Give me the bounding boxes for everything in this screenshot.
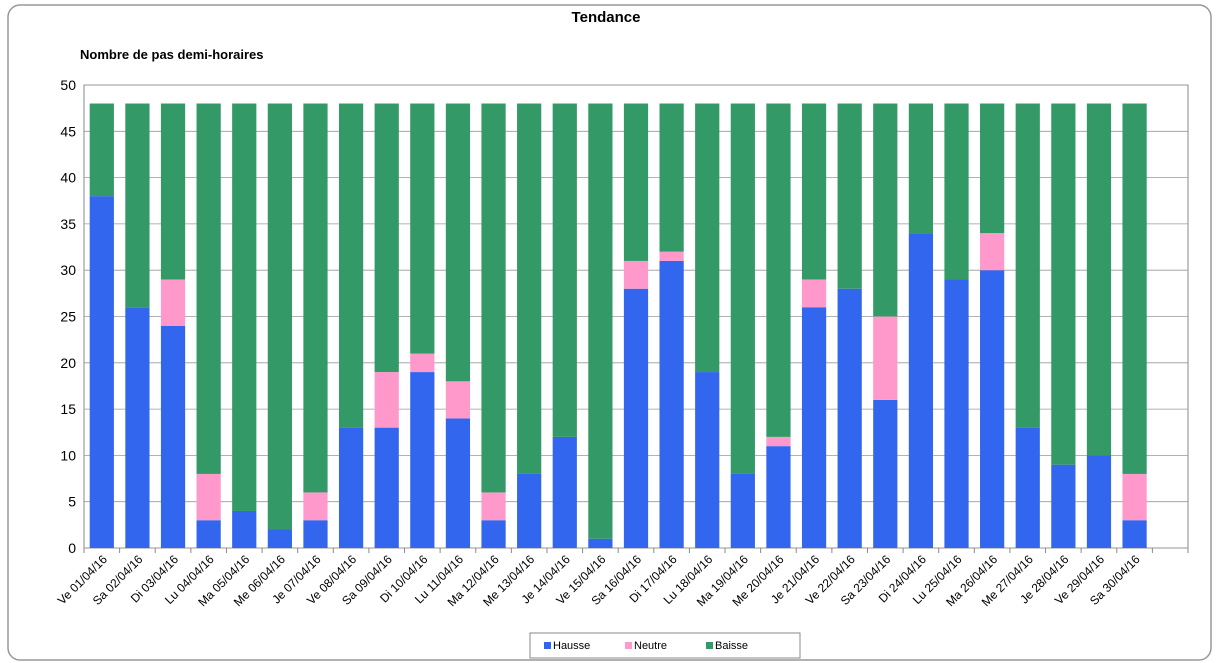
bar-segment xyxy=(623,288,649,548)
bar-segment xyxy=(196,473,221,521)
bar-segment xyxy=(481,492,506,521)
bar-segment xyxy=(552,103,577,437)
bar-segment xyxy=(232,510,257,548)
bar-segment xyxy=(837,288,862,548)
bar-segment xyxy=(338,427,364,548)
bar-segment xyxy=(267,103,292,530)
legend-swatch xyxy=(625,642,632,649)
bar-segment xyxy=(908,103,934,234)
bar-segment xyxy=(445,103,471,382)
bar-segment xyxy=(481,103,506,493)
bar-segment xyxy=(873,316,898,400)
bar-segment xyxy=(1122,473,1147,521)
bar-segment xyxy=(552,436,577,548)
bar-segment xyxy=(1086,103,1112,456)
bar-segment xyxy=(908,233,934,548)
bar-segment xyxy=(980,103,1005,234)
bar-segment xyxy=(445,418,471,548)
legend-swatch xyxy=(706,642,713,649)
bar-segment xyxy=(374,103,399,373)
bar-segment xyxy=(1015,103,1040,428)
bar-segment xyxy=(303,520,328,548)
bar-segment xyxy=(695,103,720,373)
bar-segment xyxy=(517,103,542,474)
bar-segment xyxy=(196,103,221,474)
bar-segment xyxy=(410,372,435,548)
bar-segment xyxy=(659,251,684,261)
y-tick-label: 5 xyxy=(68,494,76,510)
y-tick-label: 25 xyxy=(60,309,76,325)
bar-segment xyxy=(125,307,150,548)
bar-segment xyxy=(160,103,186,280)
bar-segment xyxy=(730,473,755,548)
bar-segment xyxy=(338,103,364,428)
bar-segment xyxy=(303,103,328,493)
y-tick-label: 20 xyxy=(60,355,76,371)
bar-segment xyxy=(517,473,542,548)
y-tick-label: 0 xyxy=(68,540,76,556)
chart-title: Tendance xyxy=(572,9,641,26)
bar-segment xyxy=(303,492,328,521)
y-tick-label: 45 xyxy=(60,123,76,139)
bar-segment xyxy=(410,103,435,354)
bar-segment xyxy=(374,372,399,428)
bar-segment xyxy=(588,538,613,548)
y-tick-label: 10 xyxy=(60,447,76,463)
y-tick-label: 15 xyxy=(60,401,76,417)
bar-segment xyxy=(1051,464,1076,548)
bar-segment xyxy=(1015,427,1040,548)
bar-segment xyxy=(232,103,257,511)
bar-segment xyxy=(873,399,898,548)
bar-segment xyxy=(659,103,684,252)
bar-segment xyxy=(980,270,1005,548)
bar-segment xyxy=(980,233,1005,271)
bar-segment xyxy=(659,260,684,548)
bar-segment xyxy=(445,381,471,419)
bar-segment xyxy=(766,103,791,437)
bar-segment xyxy=(766,436,791,447)
y-tick-label: 50 xyxy=(60,77,76,93)
legend-label: Hausse xyxy=(553,640,590,652)
bar-segment xyxy=(196,520,221,548)
bar-segment xyxy=(730,103,755,474)
bar-segment xyxy=(410,353,435,373)
bar-segment xyxy=(766,446,791,548)
bar-segment xyxy=(481,520,506,548)
bar-segment xyxy=(89,196,114,548)
bar-segment xyxy=(623,103,649,261)
bar-segment xyxy=(374,427,399,548)
bar-segment xyxy=(944,279,969,548)
bar-segment xyxy=(801,279,827,308)
legend-swatch xyxy=(544,642,551,649)
legend-box xyxy=(529,632,801,659)
bar-segment xyxy=(944,103,969,280)
bar-segment xyxy=(801,307,827,548)
bar-segment xyxy=(267,529,292,548)
bar-segment xyxy=(1086,455,1112,548)
chart-subtitle: Nombre de pas demi-horaires xyxy=(80,47,264,62)
legend-label: Neutre xyxy=(634,640,667,652)
bar-segment xyxy=(125,103,150,308)
bar-segment xyxy=(1122,103,1147,474)
y-tick-label: 35 xyxy=(60,216,76,232)
bar-segment xyxy=(588,103,613,539)
bar-segment xyxy=(89,103,114,197)
bar-segment xyxy=(160,325,186,548)
bar-segment xyxy=(160,279,186,326)
bar-segment xyxy=(1122,520,1147,548)
bar-segment xyxy=(1051,103,1076,465)
bar-segment xyxy=(695,372,720,548)
bar-segment xyxy=(873,103,898,317)
y-tick-label: 40 xyxy=(60,170,76,186)
bar-segment xyxy=(623,260,649,289)
legend-label: Baisse xyxy=(715,640,748,652)
bar-segment xyxy=(801,103,827,280)
bar-segment xyxy=(837,103,862,289)
y-tick-label: 30 xyxy=(60,262,76,278)
